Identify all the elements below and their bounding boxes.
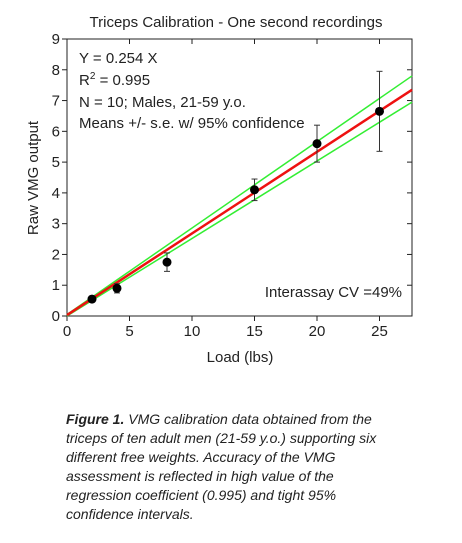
chart-title: Triceps Calibration - One second recordi… [90, 14, 383, 31]
caption-text: VMG calibration data obtained from the t… [66, 411, 377, 522]
y-tick-label: 2 [52, 246, 60, 263]
y-tick-label: 6 [52, 123, 60, 140]
r-base: R [79, 72, 90, 89]
x-tick-label: 10 [184, 323, 201, 340]
fit-line [66, 75, 413, 316]
y-tick-label: 9 [52, 31, 60, 48]
x-tick-label: 5 [125, 323, 133, 340]
point [87, 294, 97, 304]
sample: N = 10; Males, 21-59 y.o. [79, 94, 246, 111]
equation: Y = 0.254 X [79, 50, 158, 67]
y-tick-label: 1 [52, 277, 60, 294]
note: Means +/- s.e. w/ 95% confidence [79, 115, 305, 132]
x-tick-label: 25 [371, 323, 388, 340]
caption: Figure 1. VMG calibration data obtained … [66, 410, 396, 524]
cv-note: Interassay CV =49% [265, 284, 402, 301]
fit-line [66, 88, 413, 317]
r-squared: R2 = 0.995 [79, 71, 150, 89]
y-tick-label: 4 [52, 185, 60, 202]
point [162, 257, 172, 267]
plot-frame [66, 38, 413, 317]
r-text: = 0.995 [95, 72, 150, 89]
point [312, 139, 322, 149]
point [250, 185, 259, 195]
x-tick-label: 0 [63, 323, 71, 340]
y-axis-label: Raw VMG output [25, 120, 42, 235]
point [112, 283, 122, 293]
x-axis-label: Load (lbs) [207, 349, 274, 366]
fit-line [66, 101, 413, 317]
y-tick-label: 3 [52, 216, 60, 233]
y-tick-label: 8 [52, 62, 60, 79]
x-tick-label: 20 [309, 323, 326, 340]
caption-label: Figure 1. [66, 411, 125, 427]
x-tick-label: 15 [246, 323, 263, 340]
y-tick-label: 5 [52, 154, 60, 171]
chart: Triceps Calibration - One second recordi… [25, 14, 413, 366]
point [375, 106, 384, 116]
y-tick-label: 0 [52, 308, 60, 325]
r-sup: 2 [90, 71, 96, 82]
y-tick-label: 7 [52, 93, 60, 110]
